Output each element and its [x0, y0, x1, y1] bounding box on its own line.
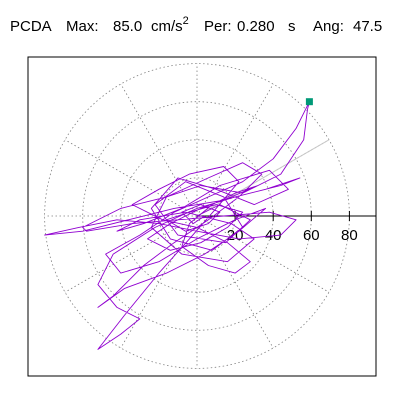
- grid-spoke: [64, 139, 198, 217]
- record-name: PCDA: [10, 18, 52, 35]
- max-direction-line: [196, 139, 330, 217]
- marks: [305, 98, 313, 106]
- max-unit: cm/s2: [151, 16, 189, 35]
- period-unit: s: [288, 18, 296, 35]
- x-tick-label: 80: [341, 227, 358, 244]
- max-point-marker: [305, 98, 313, 106]
- grid-spoke: [120, 83, 198, 217]
- grid-spoke: [196, 215, 330, 293]
- orbit-layer: [44, 101, 310, 350]
- period-value: 0.280: [237, 18, 275, 35]
- x-tick-label: 60: [303, 227, 320, 244]
- max-label: Max:: [66, 18, 99, 35]
- max-value: 85.0: [113, 18, 143, 35]
- max-unit-exponent: 2: [182, 15, 189, 27]
- grid-spoke: [196, 83, 274, 217]
- orbit-series: [44, 101, 310, 350]
- grid-spoke: [64, 215, 198, 293]
- period-label: Per:: [204, 18, 232, 35]
- chart-header: PCDA Max: 85.0 cm/s2 Per: 0.280 s Ang: 4…: [0, 0, 400, 48]
- angle-value: 47.5: [353, 18, 383, 35]
- plot-frame: [27, 56, 377, 377]
- angle-label: Ang:: [313, 18, 344, 35]
- max-unit-base: cm/s: [151, 18, 183, 35]
